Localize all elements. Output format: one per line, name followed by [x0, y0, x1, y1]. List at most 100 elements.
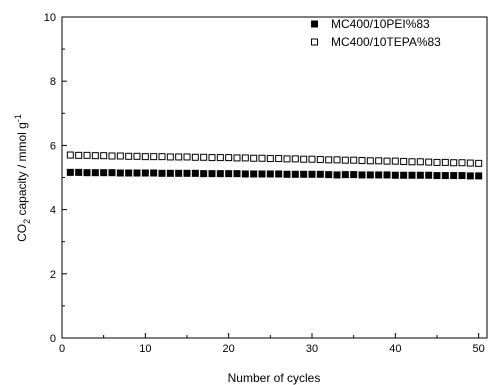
data-point-filled-square [158, 169, 166, 177]
data-point-filled-square [258, 170, 266, 178]
data-point-filled-square [325, 171, 333, 179]
series-1 [66, 168, 483, 180]
data-point-open-square [233, 154, 241, 162]
data-point-filled-square [358, 171, 366, 179]
data-point-filled-square [333, 171, 341, 179]
data-point-filled-square [191, 169, 199, 177]
data-point-filled-square [83, 169, 91, 177]
data-point-open-square [225, 154, 233, 162]
data-point-open-square [208, 154, 216, 162]
series-2 [66, 151, 483, 167]
data-point-filled-square [383, 171, 391, 179]
data-point-open-square [308, 155, 316, 163]
data-point-filled-square [375, 171, 383, 179]
data-point-filled-square [433, 172, 441, 180]
x-tick-label: 10 [139, 343, 151, 355]
data-point-filled-square [283, 170, 291, 178]
data-point-open-square [133, 152, 141, 160]
data-point-filled-square [100, 169, 108, 177]
data-point-open-square [183, 153, 191, 161]
data-point-open-square [91, 152, 99, 160]
data-point-filled-square [416, 171, 424, 179]
data-point-open-square [166, 153, 174, 161]
data-point-filled-square [241, 170, 249, 178]
data-point-filled-square [291, 170, 299, 178]
y-tick-label: 10 [44, 12, 56, 24]
x-tick-label: 40 [389, 343, 401, 355]
data-point-filled-square [125, 169, 133, 177]
data-point-filled-square [391, 171, 399, 179]
data-point-open-square [175, 153, 183, 161]
data-point-filled-square [366, 171, 374, 179]
data-point-filled-square [250, 170, 258, 178]
data-point-open-square [258, 154, 266, 162]
data-point-open-square [441, 158, 449, 166]
legend-marker-filled-square [311, 20, 318, 28]
data-point-open-square [383, 157, 391, 165]
data-point-open-square [466, 159, 474, 167]
data-point-filled-square [308, 170, 316, 178]
y-tick-label: 6 [50, 140, 56, 152]
data-point-open-square [391, 157, 399, 165]
legend-label: MC400/10PEI%83 [331, 17, 430, 31]
y-axis-title-superscript: -1 [13, 114, 23, 122]
data-point-open-square [425, 158, 433, 166]
data-point-open-square [358, 156, 366, 164]
x-axis-title: Number of cycles [228, 371, 321, 385]
data-point-filled-square [266, 170, 274, 178]
y-tick-label: 8 [50, 76, 56, 88]
x-tick-label: 50 [473, 343, 485, 355]
data-point-open-square [341, 156, 349, 164]
data-point-open-square [266, 155, 274, 163]
data-point-open-square [316, 156, 324, 164]
data-point-open-square [416, 158, 424, 166]
data-point-filled-square [166, 169, 174, 177]
data-point-open-square [100, 152, 108, 160]
data-point-filled-square [275, 170, 283, 178]
data-point-filled-square [233, 170, 241, 178]
data-point-filled-square [341, 171, 349, 179]
data-point-filled-square [408, 171, 416, 179]
data-point-filled-square [316, 170, 324, 178]
data-point-open-square [325, 156, 333, 164]
data-point-open-square [200, 153, 208, 161]
data-point-filled-square [441, 172, 449, 180]
data-point-open-square [141, 153, 149, 161]
x-tick-label: 20 [223, 343, 235, 355]
data-point-open-square [400, 157, 408, 165]
data-point-filled-square [216, 170, 224, 178]
data-point-open-square [291, 155, 299, 163]
data-point-open-square [216, 154, 224, 162]
data-point-filled-square [150, 169, 158, 177]
data-point-filled-square [450, 172, 458, 180]
data-point-open-square [350, 156, 358, 164]
data-point-open-square [250, 154, 258, 162]
data-point-open-square [433, 158, 441, 166]
data-point-open-square [366, 157, 374, 165]
data-point-open-square [75, 151, 83, 159]
data-point-filled-square [208, 170, 216, 178]
y-axis: 0 2 4 6 8 10 [44, 12, 67, 345]
data-point-filled-square [300, 170, 308, 178]
data-point-filled-square [66, 168, 74, 176]
x-tick-label: 30 [306, 343, 318, 355]
y-tick-label: 2 [50, 269, 56, 281]
data-point-open-square [158, 153, 166, 161]
data-point-open-square [300, 155, 308, 163]
data-point-open-square [450, 159, 458, 167]
data-point-open-square [116, 152, 124, 160]
data-point-filled-square [350, 171, 358, 179]
series-layer [66, 151, 483, 180]
data-point-filled-square [425, 171, 433, 179]
data-point-filled-square [141, 169, 149, 177]
legend-label: MC400/10TEPA%83 [331, 35, 441, 49]
data-point-filled-square [183, 169, 191, 177]
data-point-open-square [83, 151, 91, 159]
data-point-filled-square [225, 170, 233, 178]
data-point-open-square [241, 154, 249, 162]
data-point-open-square [283, 155, 291, 163]
data-point-open-square [333, 156, 341, 164]
data-point-open-square [108, 152, 116, 160]
data-point-open-square [66, 151, 74, 159]
